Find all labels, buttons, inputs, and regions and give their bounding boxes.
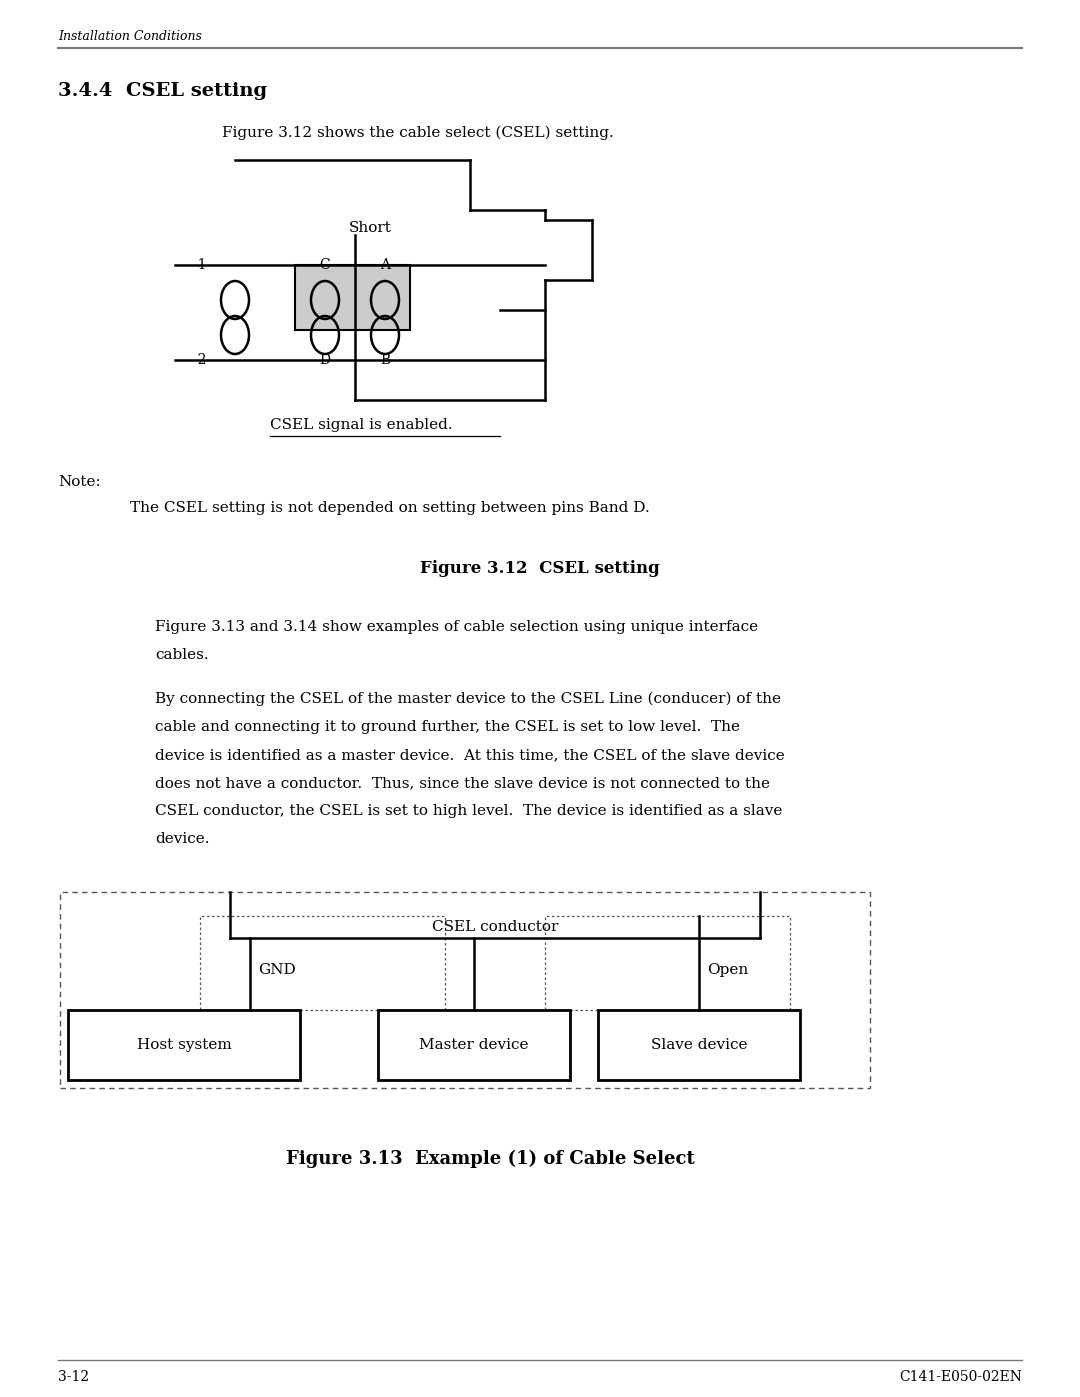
Text: Slave device: Slave device bbox=[651, 1038, 747, 1052]
Text: 3.4.4  CSEL setting: 3.4.4 CSEL setting bbox=[58, 82, 267, 101]
Text: device.: device. bbox=[156, 833, 210, 847]
Text: cable and connecting it to ground further, the CSEL is set to low level.  The: cable and connecting it to ground furthe… bbox=[156, 719, 740, 733]
Text: A: A bbox=[380, 258, 390, 272]
Text: device is identified as a master device.  At this time, the CSEL of the slave de: device is identified as a master device.… bbox=[156, 747, 785, 761]
Text: Figure 3.13 and 3.14 show examples of cable selection using unique interface: Figure 3.13 and 3.14 show examples of ca… bbox=[156, 620, 758, 634]
Text: cables.: cables. bbox=[156, 648, 208, 662]
Text: C141-E050-02EN: C141-E050-02EN bbox=[900, 1370, 1022, 1384]
Text: 3-12: 3-12 bbox=[58, 1370, 90, 1384]
Text: Host system: Host system bbox=[137, 1038, 231, 1052]
Bar bbox=[545, 916, 789, 1010]
Bar bbox=[200, 916, 445, 1010]
Text: D: D bbox=[320, 353, 330, 367]
Text: Figure 3.13  Example (1) of Cable Select: Figure 3.13 Example (1) of Cable Select bbox=[285, 1150, 694, 1168]
Text: CSEL conductor: CSEL conductor bbox=[432, 921, 558, 935]
Bar bbox=[598, 1010, 800, 1080]
Text: Note:: Note: bbox=[58, 475, 100, 489]
Text: Short: Short bbox=[349, 221, 391, 235]
Text: B: B bbox=[380, 353, 390, 367]
Text: —  2: — 2 bbox=[175, 353, 206, 367]
Text: C: C bbox=[320, 258, 330, 272]
Bar bbox=[295, 265, 410, 330]
Text: Installation Conditions: Installation Conditions bbox=[58, 29, 202, 43]
Text: Figure 3.12 shows the cable select (CSEL) setting.: Figure 3.12 shows the cable select (CSEL… bbox=[222, 126, 613, 140]
Text: Master device: Master device bbox=[419, 1038, 529, 1052]
Text: By connecting the CSEL of the master device to the CSEL Line (conducer) of the: By connecting the CSEL of the master dev… bbox=[156, 692, 781, 707]
Text: Figure 3.12  CSEL setting: Figure 3.12 CSEL setting bbox=[420, 560, 660, 577]
Bar bbox=[60, 893, 870, 1088]
Text: CSEL conductor, the CSEL is set to high level.  The device is identified as a sl: CSEL conductor, the CSEL is set to high … bbox=[156, 805, 782, 819]
Text: CSEL signal is enabled.: CSEL signal is enabled. bbox=[270, 418, 453, 432]
Text: Open: Open bbox=[707, 963, 748, 977]
Bar bbox=[68, 1010, 300, 1080]
Bar bbox=[378, 1010, 570, 1080]
Text: does not have a conductor.  Thus, since the slave device is not connected to the: does not have a conductor. Thus, since t… bbox=[156, 775, 770, 789]
Text: —  1: — 1 bbox=[175, 258, 206, 272]
Text: The CSEL setting is not depended on setting between pins Band D.: The CSEL setting is not depended on sett… bbox=[130, 502, 650, 515]
Text: GND: GND bbox=[258, 963, 296, 977]
